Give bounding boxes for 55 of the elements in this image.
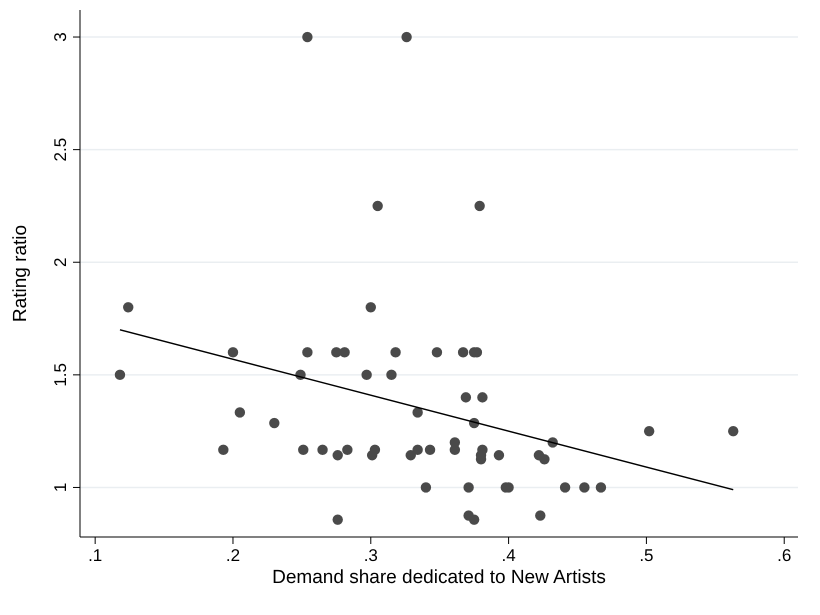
point — [420, 482, 432, 493]
point — [494, 450, 504, 460]
point — [228, 347, 238, 358]
point — [463, 482, 474, 493]
point — [390, 347, 401, 358]
x-tick-label: .4 — [502, 546, 516, 565]
point — [644, 426, 654, 436]
point — [366, 302, 376, 312]
y-tick-label: 2.5 — [51, 138, 70, 162]
y-tick-label: 2 — [51, 258, 70, 267]
y-tick-label: 1.5 — [51, 363, 70, 387]
point — [458, 347, 468, 358]
point — [302, 347, 313, 358]
point — [123, 302, 134, 312]
x-tick-label: .5 — [639, 546, 654, 565]
point — [406, 450, 416, 460]
point — [298, 444, 308, 456]
point — [302, 32, 313, 42]
point — [332, 450, 343, 460]
point — [728, 426, 738, 436]
point — [579, 482, 590, 493]
y-tick-label: 3 — [51, 32, 70, 42]
x-tick-label: .1 — [88, 546, 102, 565]
point — [535, 510, 546, 521]
point — [386, 370, 397, 380]
point — [560, 482, 570, 493]
point — [234, 407, 246, 418]
x-tick-label: .3 — [364, 546, 378, 565]
point — [477, 392, 488, 403]
point — [412, 444, 423, 456]
point — [424, 444, 436, 456]
x-axis-title: Demand share dedicated to New Artists — [272, 567, 606, 588]
point — [218, 444, 229, 456]
point — [332, 514, 343, 525]
point — [450, 444, 460, 456]
x-tick-label: .2 — [226, 546, 240, 565]
x-tick-label: .6 — [777, 546, 792, 565]
point — [596, 482, 606, 493]
y-tick-label: 1 — [51, 482, 70, 492]
point — [342, 444, 353, 456]
point — [339, 347, 350, 358]
point — [401, 32, 412, 42]
point — [114, 370, 126, 380]
point — [361, 370, 372, 380]
point — [370, 444, 380, 456]
y-axis-title: Rating ratio — [10, 224, 31, 322]
point — [468, 514, 480, 525]
point — [317, 444, 328, 456]
point — [539, 454, 550, 464]
point — [460, 392, 472, 403]
point — [474, 200, 485, 212]
point — [432, 347, 442, 358]
point — [269, 418, 280, 428]
point — [372, 200, 383, 212]
point — [412, 407, 423, 418]
